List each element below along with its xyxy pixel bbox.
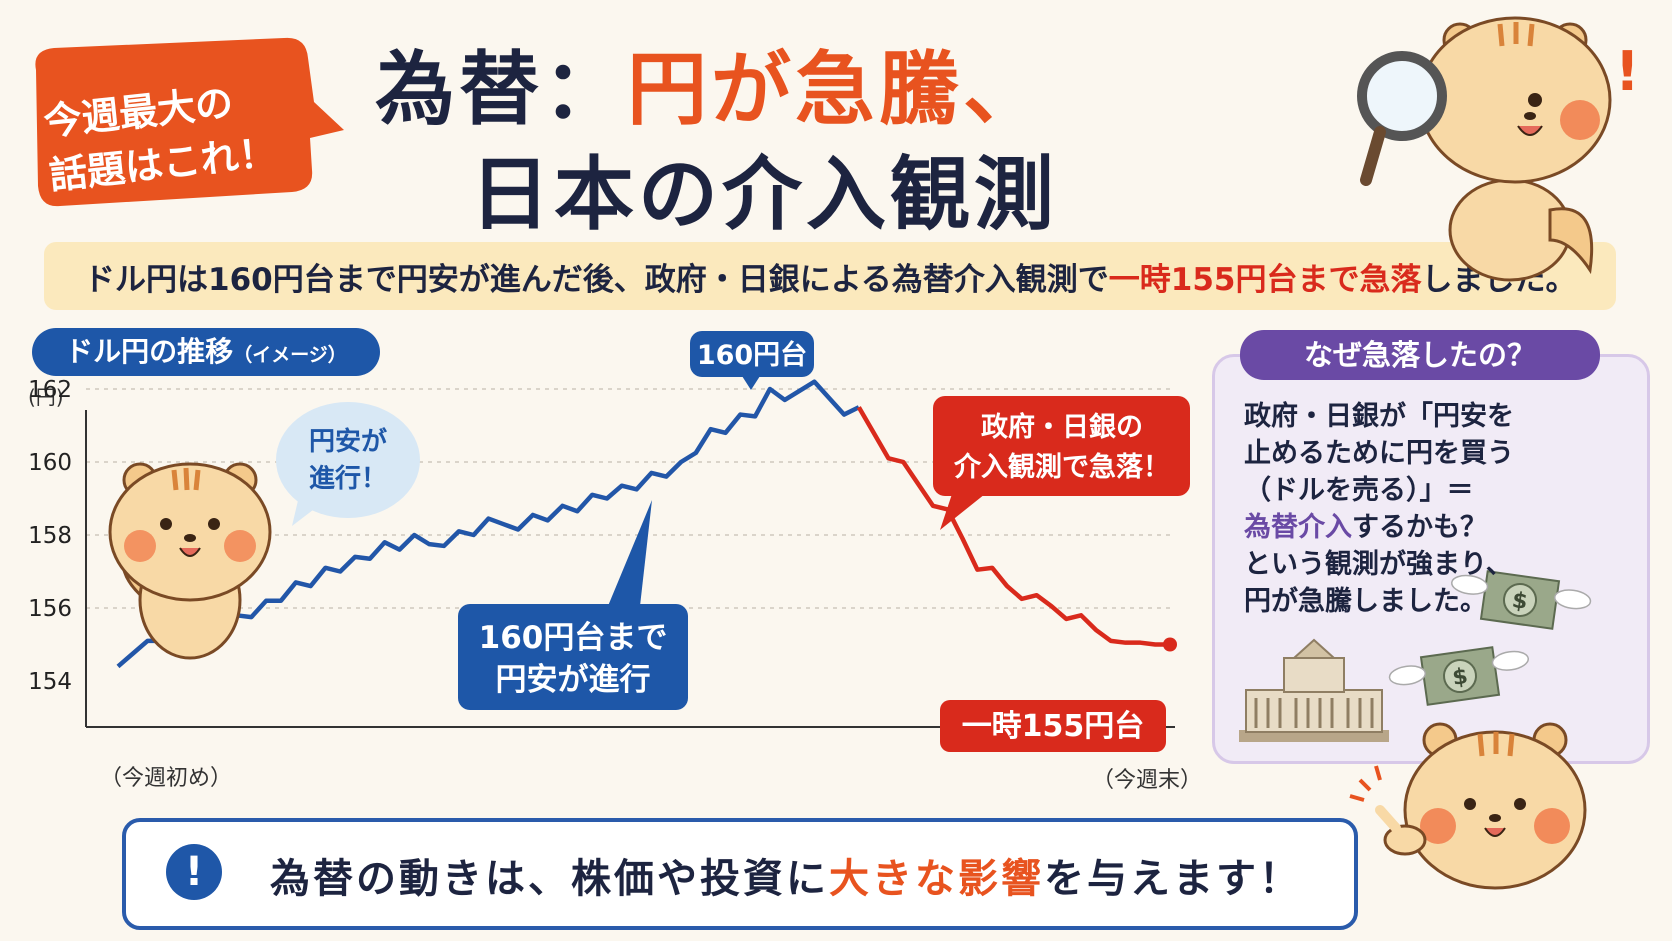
- drop-annotation: 政府・日銀の 介入観測で急落！: [933, 396, 1190, 530]
- why-line-6: 円が急騰しました。: [1244, 586, 1487, 617]
- y-tick-label: 154: [28, 669, 72, 695]
- summary-prefix: ドル円は160円台まで円安が進んだ後、政府・日銀による為替介入観測で: [84, 262, 1109, 298]
- series-line-drop: [856, 406, 1170, 647]
- summary-band: ドル円は160円台まで円安が進んだ後、政府・日銀による為替介入観測で一時155円…: [44, 242, 1616, 310]
- chart-title-pill: ドル円の推移（イメージ）: [32, 328, 380, 376]
- page-title: 為替：円が急騰、: [375, 25, 1047, 141]
- speech-bubble: 円安が 進行！: [276, 402, 420, 526]
- why-explanation: 政府・日銀が「円安を 止めるために円を買う （ドルを売る）」＝ 為替介入するかも…: [1244, 398, 1624, 620]
- why-line-4: するかも？: [1352, 512, 1487, 543]
- drop-line-2: 介入観測で急落！: [953, 451, 1170, 483]
- chipmunk-mascot-chart: [108, 462, 272, 660]
- speech-line-1: 円安が: [309, 426, 387, 457]
- money-symbol: $: [1510, 588, 1529, 615]
- page-title-line-2: 日本の介入観測: [470, 148, 1058, 241]
- takeaway-highlight: 大きな影響: [829, 856, 1044, 902]
- y-tick-label: 156: [28, 596, 72, 622]
- takeaway-prefix: 為替の動きは、株価や投資に: [270, 856, 829, 902]
- y-tick-label: 160: [28, 450, 72, 476]
- takeaway-text: 為替の動きは、株価や投資に大きな影響を与えます！: [270, 846, 1302, 904]
- flying-money-icon: $: [1451, 570, 1592, 630]
- takeaway-box: [122, 818, 1358, 930]
- summary-highlight: 一時155円台まで急落: [1108, 262, 1422, 298]
- takeaway-suffix: を与えます！: [1044, 856, 1302, 902]
- y-tick-label: 162: [28, 377, 72, 403]
- diet-building-icon: [1239, 638, 1389, 742]
- x-start-label: （今週初め）: [100, 766, 232, 791]
- y-tick-label: 158: [28, 523, 72, 549]
- alert-icon: !: [166, 844, 222, 900]
- exclamation-mark: !: [1615, 40, 1640, 103]
- headline-bubble: 今週最大の 話題はこれ！: [14, 30, 344, 207]
- money-symbol: $: [1451, 664, 1470, 691]
- end-point: [1163, 637, 1177, 652]
- y-axis-unit: (円): [28, 385, 64, 409]
- why-highlight: 為替介入: [1244, 512, 1352, 543]
- peak-label: 160円台: [690, 331, 814, 390]
- series-line-rise: [116, 379, 860, 669]
- chipmunk-mascot-pointing: [1349, 722, 1587, 890]
- why-line-2: 止めるために円を買う: [1244, 438, 1514, 469]
- speech-line-2: 進行！: [309, 463, 387, 494]
- why-line-5: という観測が強まり、: [1244, 549, 1513, 580]
- title-prefix: 為替：: [375, 43, 627, 136]
- low-label: 一時155円台: [940, 700, 1166, 752]
- why-title-pill: なぜ急落したの？: [1240, 330, 1600, 380]
- x-end-label: （今週末）: [1092, 768, 1202, 793]
- why-line-1: 政府・日銀が「円安を: [1244, 401, 1514, 432]
- y-tick-labels: 162 160 158 156 154: [28, 377, 72, 695]
- chipmunk-mascot-magnifier: !: [1357, 16, 1640, 282]
- chart-title: ドル円の推移: [65, 335, 234, 368]
- peak-label-text: 160円台: [697, 339, 807, 371]
- why-line-3: （ドルを売る）」＝: [1244, 475, 1474, 506]
- rise-annotation: 160円台まで 円安が進行: [458, 500, 688, 710]
- rise-line-1: 160円台まで: [479, 620, 668, 656]
- drop-line-1: 政府・日銀の: [981, 411, 1143, 443]
- flying-money-icon: $: [1388, 646, 1529, 706]
- rise-line-2: 円安が進行: [496, 662, 651, 698]
- chart-title-note: （イメージ）: [233, 344, 347, 366]
- title-highlight: 円が急騰、: [627, 43, 1047, 136]
- low-label-text: 一時155円台: [962, 709, 1145, 744]
